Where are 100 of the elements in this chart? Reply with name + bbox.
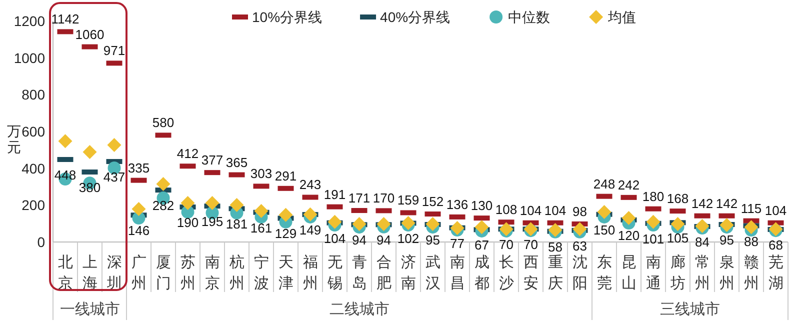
data-label: 152 — [422, 194, 444, 210]
data-label: 95 — [426, 232, 440, 248]
x-tick-label: 深圳 — [106, 254, 122, 292]
point — [695, 218, 710, 233]
x-tick-label: 杭州 — [228, 254, 244, 292]
x-tick-label: 苏州 — [180, 254, 196, 292]
x-tick-label: 常州 — [694, 254, 710, 292]
legend-label: 均值 — [607, 9, 636, 25]
data-label: 70 — [524, 237, 538, 252]
point — [303, 207, 318, 222]
legend-label: 10%分界线 — [252, 9, 322, 25]
point — [205, 196, 220, 210]
point — [450, 221, 464, 236]
x-tick-label: 昆山 — [621, 254, 636, 292]
data-label: 130 — [470, 198, 493, 214]
data-label: 150 — [593, 222, 616, 238]
data-label: 70 — [499, 237, 514, 252]
data-label: 191 — [324, 186, 346, 202]
point — [180, 196, 195, 210]
data-label: 242 — [618, 177, 640, 192]
x-tick-label: 赣州 — [744, 254, 759, 292]
x-tick-label: 芜湖 — [768, 254, 784, 292]
y-tick-label: 0 — [37, 234, 46, 250]
x-tick-label: 廊坊 — [669, 254, 686, 292]
data-label: 58 — [548, 239, 562, 254]
y-tick-label: 200 — [22, 197, 46, 214]
data-label: 171 — [348, 190, 370, 206]
data-label: 168 — [666, 191, 689, 206]
data-label: 146 — [128, 223, 150, 238]
data-label: 181 — [226, 216, 248, 232]
data-label: 84 — [695, 234, 710, 250]
data-label: 303 — [250, 166, 272, 182]
x-tick-label: 广州 — [131, 254, 146, 292]
data-label: 88 — [744, 234, 758, 249]
x-tick-label: 沈阳 — [572, 254, 588, 292]
data-label: 94 — [376, 232, 391, 248]
data-label: 108 — [495, 202, 518, 218]
data-label: 67 — [474, 238, 489, 253]
data-label: 335 — [128, 160, 150, 176]
point — [82, 144, 97, 159]
data-label: 101 — [642, 231, 664, 246]
x-tick-label: 南通 — [646, 254, 661, 292]
data-label: 120 — [618, 228, 640, 243]
x-tick-label: 厦门 — [156, 254, 171, 292]
x-tick-label: 武汉 — [425, 254, 440, 292]
data-label: 149 — [299, 222, 322, 238]
point — [328, 214, 342, 229]
data-label: 190 — [176, 215, 199, 230]
data-label: 159 — [397, 192, 420, 208]
data-label: 68 — [768, 237, 783, 252]
data-label: 129 — [274, 226, 297, 242]
text: 二线城市 — [329, 301, 390, 318]
y-tick-label: 600 — [22, 124, 46, 140]
point — [744, 220, 758, 234]
data-label: 136 — [446, 196, 468, 212]
data-label: 412 — [176, 146, 199, 162]
x-tick-label: 无锡 — [326, 254, 342, 292]
point — [230, 198, 244, 212]
x-tick-label: 福州 — [302, 254, 318, 292]
point — [474, 220, 489, 234]
data-label: 170 — [372, 190, 395, 206]
point — [597, 204, 612, 219]
x-tick-label: 重庆 — [548, 254, 563, 292]
data-label: 282 — [152, 198, 174, 214]
data-label: 95 — [720, 232, 734, 248]
legend-label: 40%分界线 — [380, 9, 450, 25]
data-label: 104 — [324, 230, 346, 246]
x-tick-label: 宁波 — [254, 254, 269, 292]
data-label: 195 — [201, 214, 224, 230]
data-label: 102 — [397, 231, 420, 246]
point — [401, 216, 416, 230]
data-label: 98 — [572, 204, 587, 219]
x-tick-label: 南京 — [204, 254, 220, 292]
point — [352, 216, 366, 231]
data-label: 105 — [666, 230, 689, 246]
data-label: 142 — [716, 196, 738, 211]
data-label: 365 — [226, 154, 248, 170]
point — [376, 216, 391, 231]
point — [278, 208, 293, 222]
point — [107, 138, 122, 152]
x-tick-label: 长沙 — [498, 254, 514, 292]
data-label: 115 — [740, 200, 762, 216]
data-label: 161 — [250, 220, 272, 236]
point — [622, 211, 636, 226]
point — [426, 216, 440, 231]
point — [720, 218, 734, 232]
data-label: 1060 — [75, 26, 104, 42]
data-label: 142 — [691, 196, 714, 211]
x-tick-label: 济南 — [400, 254, 416, 292]
data-label: 437 — [103, 170, 126, 185]
x-tick-label: 东莞 — [596, 254, 612, 292]
x-tick-label: 西安 — [523, 254, 538, 292]
data-label: 104 — [544, 202, 566, 218]
data-label: 248 — [593, 176, 616, 192]
data-label: 291 — [274, 168, 297, 184]
data-label: 63 — [572, 238, 587, 254]
data-label: 180 — [642, 188, 664, 204]
text: 三线城市 — [660, 301, 720, 318]
x-tick-label: 南昌 — [450, 254, 465, 292]
point — [254, 204, 268, 218]
